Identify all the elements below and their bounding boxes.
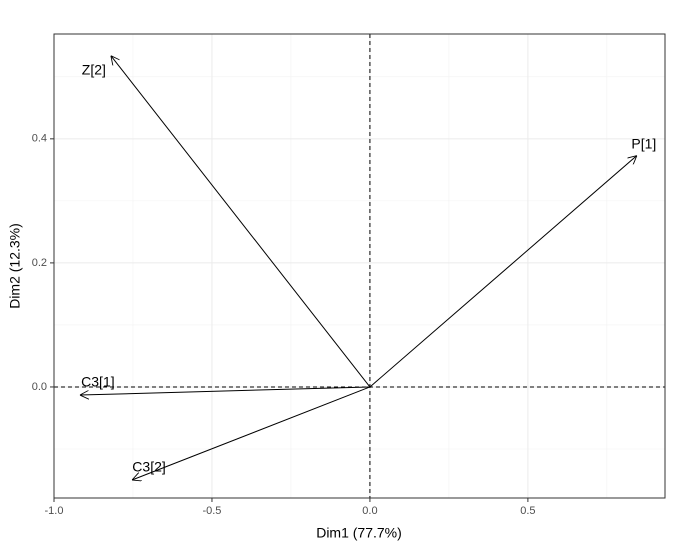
vector-arrow — [369, 156, 637, 388]
vector-label: C3[1] — [81, 374, 114, 390]
panel-border — [53, 33, 666, 499]
vector-label: P[1] — [631, 135, 656, 151]
vector-label: Z[2] — [82, 61, 106, 77]
vector-arrow — [132, 386, 371, 480]
vector-arrow — [111, 56, 371, 388]
y-axis-title: Dim2 (12.3%) — [7, 223, 23, 309]
x-tick-label: 0.5 — [520, 505, 535, 517]
x-tick-label: -1.0 — [45, 505, 64, 517]
x-tick-label: -0.5 — [202, 505, 221, 517]
vector-arrow — [80, 386, 370, 395]
vector-label: C3[2] — [132, 459, 165, 475]
x-axis-title: Dim1 (77.7%) — [316, 525, 402, 541]
x-tick-label: 0.0 — [362, 505, 377, 517]
y-tick-label: 0.0 — [32, 381, 47, 393]
y-tick-label: 0.2 — [32, 257, 47, 269]
y-tick-label: 0.4 — [32, 133, 47, 145]
